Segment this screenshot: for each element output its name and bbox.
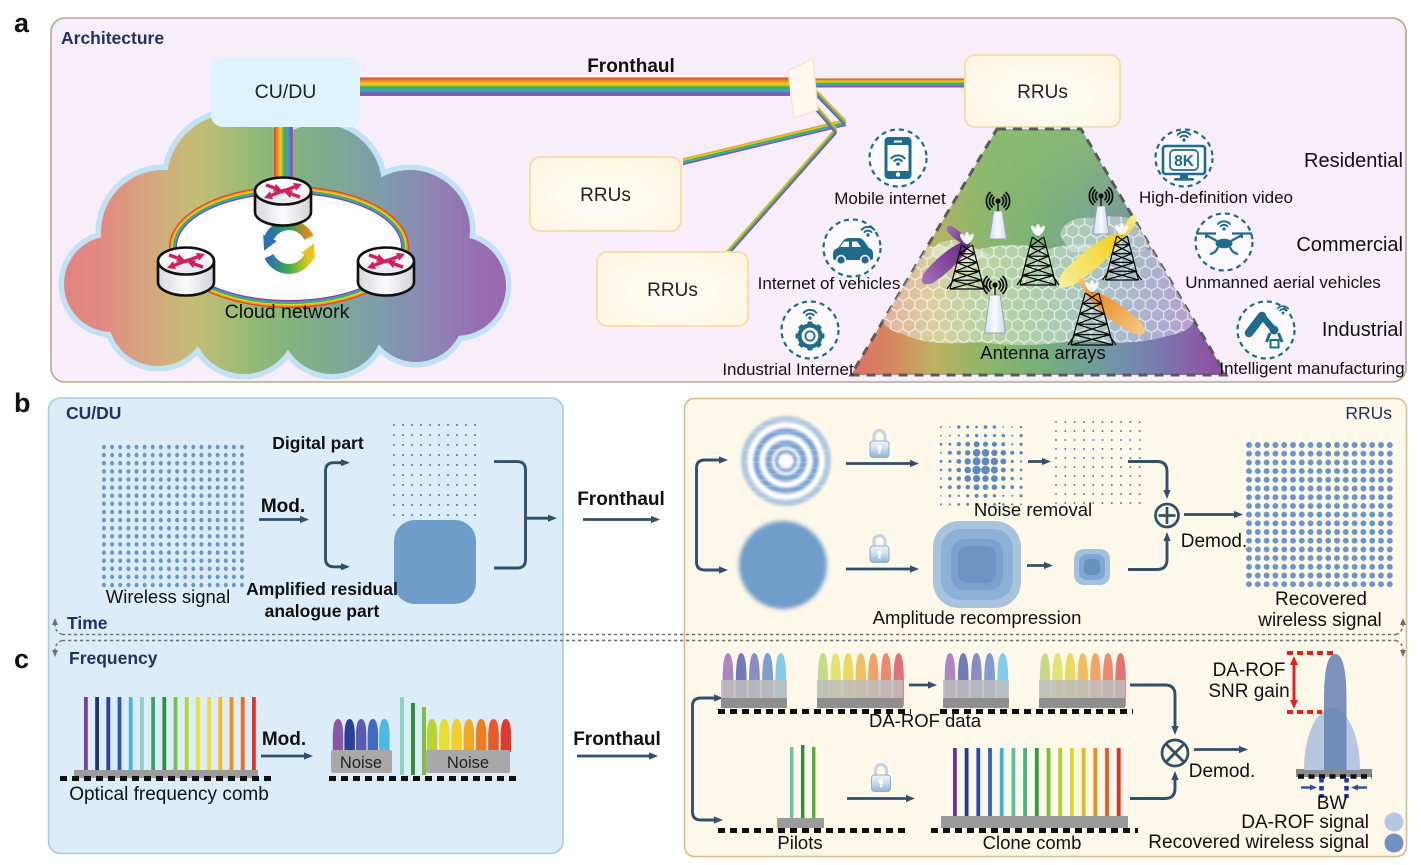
svg-text:Intelligent manufacturing: Intelligent manufacturing — [1219, 359, 1404, 378]
svg-text:Antenna arrays: Antenna arrays — [980, 342, 1105, 363]
svg-text:Amplitude recompression: Amplitude recompression — [873, 607, 1082, 628]
svg-text:High-definition video: High-definition video — [1139, 188, 1293, 207]
svg-text:Industrial Internet: Industrial Internet — [722, 360, 854, 379]
svg-text:Optical frequency comb: Optical frequency comb — [69, 784, 269, 805]
svg-text:Noise removal: Noise removal — [974, 499, 1092, 520]
svg-text:Amplified residual: Amplified residual — [246, 579, 398, 599]
svg-text:Wireless signal: Wireless signal — [106, 586, 230, 607]
svg-text:Fronthaul: Fronthaul — [573, 729, 661, 750]
svg-text:Noise: Noise — [447, 754, 489, 772]
svg-text:Architecture: Architecture — [61, 28, 164, 48]
svg-text:Recovered wireless signal: Recovered wireless signal — [1148, 832, 1369, 853]
svg-text:Demod.: Demod. — [1181, 531, 1248, 552]
svg-text:RRUs: RRUs — [580, 185, 631, 206]
svg-text:BW: BW — [1317, 793, 1348, 814]
svg-text:wireless signal: wireless signal — [1257, 610, 1382, 631]
svg-text:Fronthaul: Fronthaul — [587, 56, 675, 77]
svg-text:Industrial: Industrial — [1322, 319, 1403, 341]
svg-text:Clone comb: Clone comb — [983, 832, 1082, 853]
svg-text:Recovered: Recovered — [1275, 589, 1367, 610]
svg-text:Internet of vehicles: Internet of vehicles — [758, 274, 901, 293]
svg-text:RRUs: RRUs — [1017, 82, 1068, 103]
svg-text:Residential: Residential — [1304, 150, 1403, 172]
svg-text:b: b — [14, 388, 31, 418]
svg-text:RRUs: RRUs — [647, 280, 698, 301]
svg-text:DA-ROF signal: DA-ROF signal — [1241, 812, 1369, 833]
svg-text:Unmanned aerial vehicles: Unmanned aerial vehicles — [1185, 273, 1381, 292]
svg-text:Time: Time — [67, 613, 108, 633]
svg-text:Mod.: Mod. — [262, 729, 306, 750]
svg-text:Digital part: Digital part — [272, 433, 364, 453]
svg-text:Commercial: Commercial — [1296, 234, 1403, 256]
svg-text:Pilots: Pilots — [777, 832, 822, 853]
svg-text:Cloud network: Cloud network — [225, 301, 350, 323]
svg-text:Mobile internet: Mobile internet — [834, 189, 946, 208]
svg-text:RRUs: RRUs — [1345, 403, 1392, 423]
svg-text:analogue part: analogue part — [265, 601, 380, 621]
svg-text:Frequency: Frequency — [69, 648, 158, 668]
svg-text:a: a — [14, 8, 30, 38]
svg-text:Noise: Noise — [340, 754, 382, 772]
svg-text:Fronthaul: Fronthaul — [577, 489, 665, 510]
svg-text:SNR gain: SNR gain — [1208, 681, 1289, 702]
svg-text:CU/DU: CU/DU — [66, 403, 121, 423]
svg-text:DA-ROF: DA-ROF — [1213, 660, 1286, 681]
svg-text:c: c — [14, 644, 29, 674]
svg-text:Mod.: Mod. — [261, 496, 305, 517]
svg-text:8K: 8K — [1174, 153, 1195, 170]
svg-text:CU/DU: CU/DU — [255, 81, 317, 103]
svg-text:Demod.: Demod. — [1189, 761, 1256, 782]
svg-text:DA-ROF data: DA-ROF data — [869, 710, 982, 731]
